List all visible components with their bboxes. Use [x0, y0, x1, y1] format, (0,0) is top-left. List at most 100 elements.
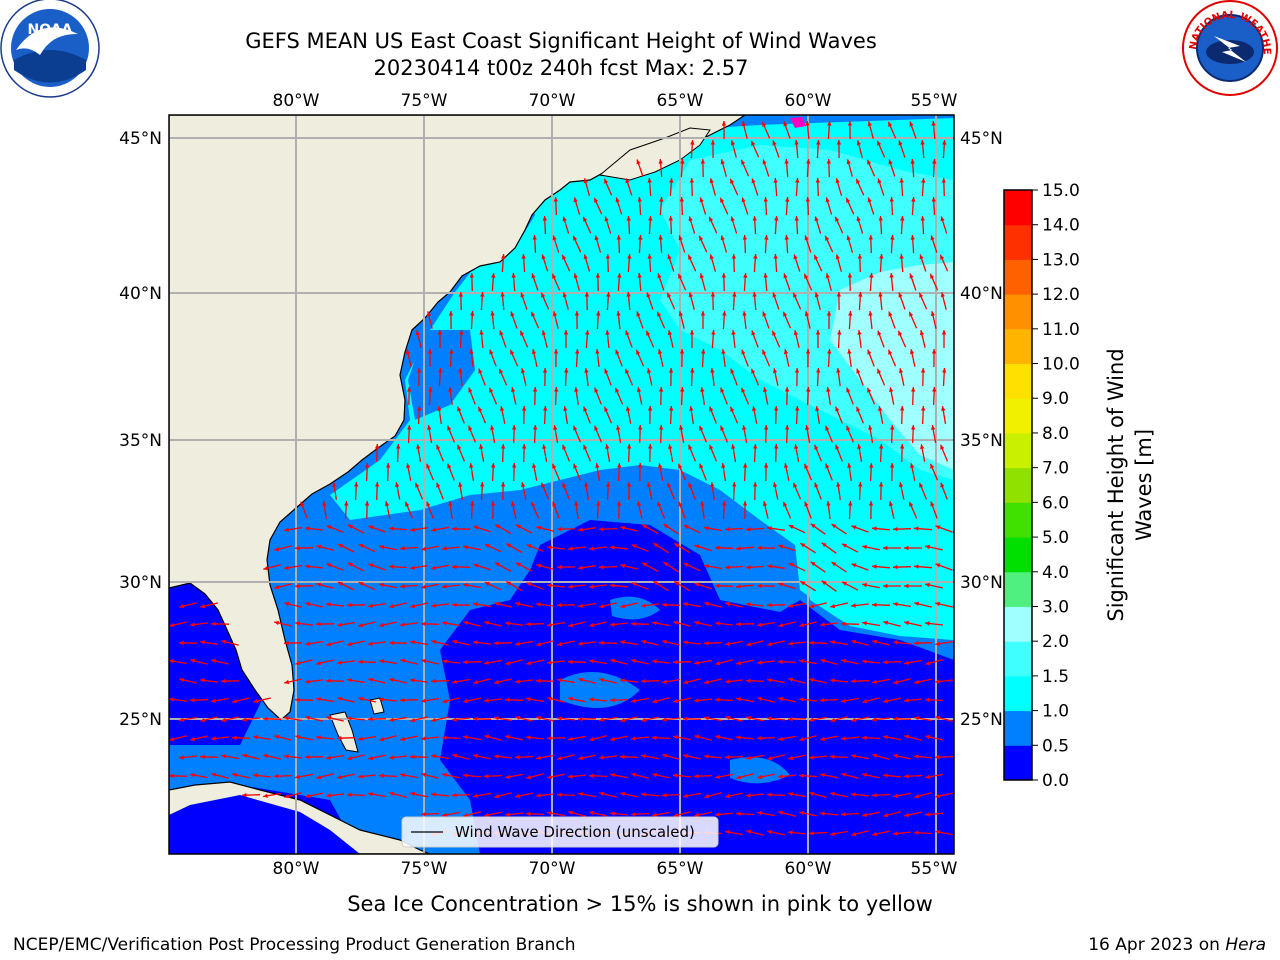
colorbar-band [1004, 224, 1032, 260]
wave-direction-arrowhead [295, 661, 301, 666]
wave-direction-arrowhead [842, 543, 847, 548]
lat-tick: 25°N [119, 710, 162, 730]
wave-direction-arrowhead [683, 716, 688, 721]
wave-direction-arrowhead [594, 425, 599, 431]
wave-direction-arrowhead [495, 562, 501, 567]
wave-direction-arrowhead [473, 525, 479, 530]
wave-direction-arrowhead [326, 678, 331, 683]
wave-direction-arrowhead [469, 273, 474, 278]
wave-direction-arrowhead [847, 349, 852, 354]
wave-direction-arrowhead [741, 159, 746, 165]
wave-direction-arrowhead [893, 680, 899, 685]
wave-direction-arrowhead [347, 792, 352, 797]
wave-direction-arrowhead [473, 602, 478, 607]
wave-direction-arrowhead [491, 463, 496, 468]
wave-direction-arrowhead [867, 387, 872, 393]
lon-tick: 60°W [785, 91, 832, 111]
wave-direction-arrowhead [720, 425, 725, 431]
wave-direction-arrowhead [406, 387, 412, 392]
wave-direction-arrowhead [620, 563, 626, 569]
wave-direction-arrowhead [825, 273, 830, 279]
wave-direction-arrowhead [720, 197, 725, 203]
wave-direction-arrowhead [583, 254, 588, 260]
wave-direction-arrowhead [778, 544, 784, 549]
wave-direction-arrowhead [647, 406, 653, 411]
wave-direction-arrowhead [405, 349, 411, 355]
wave-direction-arrowhead [872, 526, 877, 531]
wave-direction-arrowhead [767, 792, 772, 797]
wave-direction-arrowhead [610, 811, 615, 816]
wave-direction-arrowhead [337, 622, 342, 627]
wave-direction-arrowhead [736, 775, 742, 780]
wave-direction-arrowhead [767, 641, 773, 647]
wave-direction-arrowhead [888, 159, 893, 165]
wave-direction-arrowhead [426, 311, 431, 317]
wave-direction-arrowhead [788, 603, 793, 608]
wave-direction-arrowhead [557, 641, 563, 647]
wave-direction-arrowhead [715, 774, 720, 779]
wave-direction-arrowhead [764, 235, 769, 240]
wave-direction-arrowhead [442, 621, 447, 626]
wave-direction-arrowhead [883, 773, 888, 778]
wave-direction-arrowhead [746, 755, 751, 760]
wave-direction-arrowhead [898, 368, 904, 373]
wave-direction-arrowhead [889, 273, 894, 278]
wave-direction-arrowhead [862, 699, 868, 704]
wave-direction-arrowhead [526, 811, 531, 816]
wave-direction-arrowhead [599, 755, 604, 760]
wave-direction-arrowhead [794, 444, 799, 449]
wave-direction-arrowhead [305, 526, 310, 531]
colorbar-band [1004, 432, 1032, 469]
wave-direction-arrowhead [856, 178, 861, 184]
wave-direction-arrowhead [785, 197, 790, 202]
wave-direction-arrowhead [925, 812, 930, 817]
wave-direction-arrowhead [431, 603, 436, 608]
wave-direction-arrowhead [742, 501, 748, 506]
wave-direction-arrowhead [637, 463, 643, 468]
wave-direction-arrowhead [893, 831, 898, 836]
wave-direction-arrowhead [500, 406, 505, 411]
wave-direction-arrowhead [557, 526, 562, 532]
wave-direction-arrowhead [578, 717, 583, 722]
wave-direction-arrowhead [820, 811, 825, 816]
wave-direction-arrowhead [858, 292, 863, 297]
wave-direction-arrowhead [316, 775, 322, 780]
wave-direction-arrowhead [469, 463, 474, 468]
wave-direction-arrowhead [920, 368, 926, 373]
wave-direction-arrowhead [783, 121, 788, 127]
wave-direction-arrowhead [428, 387, 433, 392]
colorbar-tick-label: 3.0 [1042, 597, 1069, 617]
wave-direction-arrowhead [583, 406, 588, 412]
wave-direction-arrowhead [547, 774, 553, 780]
wave-direction-arrowhead [221, 678, 226, 684]
wave-direction-arrowhead [820, 622, 825, 627]
wave-direction-arrowhead [872, 753, 878, 758]
wave-direction-arrowhead [484, 660, 489, 665]
wave-direction-arrowhead [846, 159, 851, 165]
wave-direction-arrowhead [473, 716, 478, 721]
lat-tick: 30°N [960, 573, 1003, 593]
wave-direction-arrowhead [940, 292, 945, 298]
wave-direction-arrowhead [888, 349, 893, 355]
wave-direction-arrowhead [522, 444, 527, 449]
wave-direction-arrowhead [904, 660, 909, 665]
wave-direction-arrowhead [599, 677, 605, 683]
wave-direction-arrowhead [200, 678, 205, 683]
wave-direction-arrowhead [715, 734, 721, 740]
wave-direction-arrowhead [533, 425, 538, 430]
wave-direction-arrowhead [473, 793, 478, 798]
wave-direction-arrowhead [536, 793, 541, 798]
wave-direction-arrowhead [562, 444, 567, 450]
wave-direction-arrowhead [169, 737, 175, 742]
wave-direction-arrowhead [358, 736, 363, 741]
wave-direction-arrowhead [637, 273, 642, 278]
wave-direction-arrowhead [604, 368, 609, 374]
wave-direction-arrowhead [589, 622, 595, 628]
wave-direction-arrowhead [563, 406, 568, 411]
wave-direction-arrowhead [858, 482, 863, 487]
wave-direction-arrowhead [427, 425, 432, 430]
wave-direction-arrowhead [547, 545, 552, 550]
wave-direction-arrowhead [305, 793, 311, 799]
wave-direction-arrowhead [431, 527, 436, 532]
wave-direction-arrowhead [877, 178, 882, 184]
